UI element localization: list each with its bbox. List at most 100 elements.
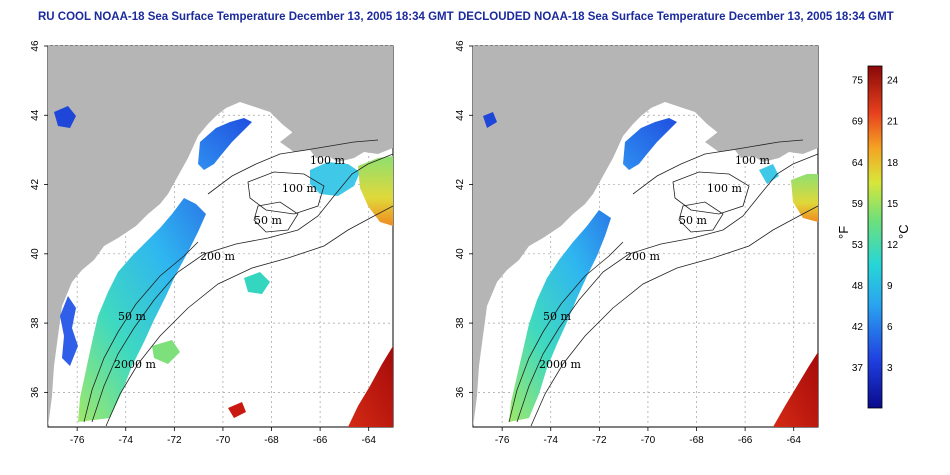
y-tick-label: 46 <box>455 40 466 52</box>
contour-50m-loop <box>678 201 724 233</box>
fahrenheit-tick-label: 53 <box>852 240 864 251</box>
sst-chesapeake <box>60 296 78 366</box>
x-tick-label: -74 <box>544 435 559 446</box>
left-map-panel: 100 m 100 m 50 m 200 m 50 m 2000 m -76 -7… <box>30 40 394 446</box>
x-tick-label: -72 <box>592 435 607 446</box>
contour-100m <box>632 139 804 195</box>
celsius-tick-label: 9 <box>887 281 893 292</box>
fahrenheit-tick-label: 42 <box>852 322 864 333</box>
bathymetry-contours <box>508 139 819 427</box>
y-tick-label: 36 <box>455 386 466 398</box>
y-tick-label: 38 <box>455 317 466 329</box>
sst-patch <box>483 112 497 128</box>
x-tick-label: -66 <box>313 435 328 446</box>
y-tick-label: 40 <box>455 248 466 260</box>
contour-2000m <box>530 205 819 427</box>
nova-scotia <box>705 72 818 152</box>
x-tick-label: -70 <box>641 435 656 446</box>
x-tick-label: -68 <box>689 435 704 446</box>
y-tick-label: 38 <box>30 317 41 329</box>
contour-label: 100 m <box>735 154 770 167</box>
x-axis-ticks: -76 -74 -72 -70 -68 -66 -64 <box>70 427 376 446</box>
celsius-ticks: 24 21 18 15 12 9 6 3 <box>887 76 899 374</box>
celsius-tick-label: 24 <box>887 76 899 87</box>
contour-100m <box>207 139 379 195</box>
x-tick-label: -72 <box>167 435 182 446</box>
contour-2000m <box>105 205 394 427</box>
contour-label: 2000 m <box>114 358 156 371</box>
y-axis-ticks: 46 44 42 40 38 36 <box>455 40 473 398</box>
sst-gulfstream-edge <box>358 156 393 226</box>
contour-labels: 100 m 100 m 50 m 200 m 50 m 2000 m <box>539 154 770 371</box>
x-tick-label: -64 <box>361 435 376 446</box>
contour-200m <box>516 153 819 423</box>
y-axis-ticks: 46 44 42 40 38 36 <box>30 40 48 398</box>
contour-label: 200 m <box>625 250 660 263</box>
y-tick-label: 42 <box>30 179 41 191</box>
contour-label: 50 m <box>679 214 707 227</box>
celsius-tick-label: 3 <box>887 363 893 374</box>
sst-warm-core <box>348 346 393 427</box>
y-tick-label: 36 <box>30 386 41 398</box>
sst-warm-eddy <box>228 402 246 418</box>
fahrenheit-tick-label: 37 <box>852 363 864 374</box>
y-tick-label: 40 <box>30 248 41 260</box>
contour-label: 2000 m <box>539 358 581 371</box>
celsius-label: °C <box>896 224 911 239</box>
contour-label: 50 m <box>543 310 571 323</box>
contour-labels: 100 m 100 m 50 m 200 m 50 m 2000 m <box>114 154 345 371</box>
fahrenheit-tick-label: 48 <box>852 281 864 292</box>
nova-scotia <box>280 72 393 152</box>
x-tick-label: -64 <box>786 435 801 446</box>
right-panel-title: DECLOUDED NOAA-18 Sea Surface Temperatur… <box>458 11 894 23</box>
contour-label: 100 m <box>310 154 345 167</box>
contour-label: 100 m <box>707 182 742 195</box>
x-axis-ticks: -76 -74 -72 -70 -68 -66 -64 <box>495 427 801 446</box>
contour-100m-loop <box>672 171 750 215</box>
x-tick-label: -68 <box>264 435 279 446</box>
fahrenheit-tick-label: 69 <box>852 117 864 128</box>
sst-patch <box>759 164 779 184</box>
celsius-tick-label: 12 <box>887 240 899 251</box>
right-map-panel: 100 m 100 m 50 m 200 m 50 m 2000 m -76 -7… <box>455 40 819 446</box>
y-tick-label: 44 <box>455 109 466 121</box>
contour-50m <box>508 241 624 423</box>
x-tick-label: -70 <box>216 435 231 446</box>
sst-patch <box>244 272 270 294</box>
sst-patch <box>152 340 180 364</box>
contour-label: 100 m <box>282 182 317 195</box>
colorbar-scale <box>867 65 883 409</box>
y-tick-label: 42 <box>455 179 466 191</box>
x-tick-label: -76 <box>495 435 510 446</box>
contour-label: 200 m <box>200 250 235 263</box>
bathymetry-contours <box>83 139 394 427</box>
fahrenheit-tick-label: 75 <box>852 76 864 87</box>
fahrenheit-tick-label: 59 <box>852 199 864 210</box>
y-tick-label: 44 <box>30 109 41 121</box>
fahrenheit-tick-label: 64 <box>852 158 864 169</box>
celsius-tick-label: 6 <box>887 322 893 333</box>
sst-patch <box>54 106 76 128</box>
sst-georges-bank <box>310 162 360 196</box>
fahrenheit-label: °F <box>836 226 851 239</box>
celsius-tick-label: 15 <box>887 199 899 210</box>
contour-label: 50 m <box>118 310 146 323</box>
celsius-tick-label: 18 <box>887 158 899 169</box>
contour-label: 50 m <box>254 214 282 227</box>
contour-50m <box>83 241 199 423</box>
contour-50m-loop <box>253 201 299 233</box>
sst-shelf <box>78 198 206 422</box>
sst-coastal-band <box>623 118 677 170</box>
sst-coastal-band <box>198 118 252 170</box>
contour-100m-loop <box>247 171 325 215</box>
x-tick-label: -74 <box>119 435 134 446</box>
celsius-tick-label: 21 <box>887 117 899 128</box>
left-panel-title: RU COOL NOAA-18 Sea Surface Temperature … <box>38 11 454 23</box>
y-tick-label: 46 <box>30 40 41 52</box>
sst-warm-core <box>773 352 818 427</box>
sst-shelf <box>509 210 611 422</box>
x-tick-label: -76 <box>70 435 85 446</box>
fahrenheit-ticks: 75 69 64 59 53 48 42 37 <box>852 76 864 374</box>
colorbar: 75 69 64 59 53 48 42 37 24 21 18 15 12 9 6 3 °F °C <box>836 65 911 409</box>
